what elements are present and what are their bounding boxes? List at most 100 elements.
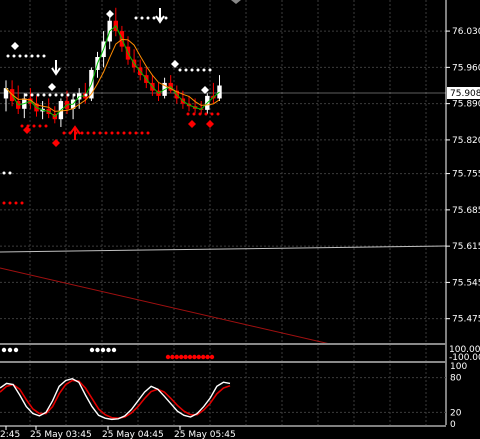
resistance-dot: [42, 93, 46, 97]
resistance-dot: [24, 54, 28, 58]
support-dot: [204, 112, 208, 116]
signal-diamond-icon: [52, 139, 60, 147]
resistance-dot: [42, 54, 46, 58]
support-dot: [86, 131, 90, 135]
support-dot: [62, 131, 66, 135]
signal-diamond-icon: [206, 120, 214, 128]
signal-dot: [205, 354, 210, 360]
price-tick-label: 75.755: [452, 170, 480, 180]
time-tick-label: 25 May 05:45: [174, 430, 236, 439]
indicator-panes: 100.00-100.00100 80 20 0: [0, 343, 480, 430]
resistance-dot: [140, 16, 144, 20]
signal-dot: [100, 347, 106, 353]
resistance-dot: [6, 54, 10, 58]
signal-dot: [89, 347, 95, 353]
support-dot: [14, 201, 18, 205]
current-price-bg: [447, 87, 480, 99]
stoch-main-line: [0, 378, 231, 421]
resistance-dot: [66, 93, 70, 97]
resistance-dot: [190, 68, 194, 72]
resistance-dot: [164, 16, 168, 20]
signal-dot: [106, 347, 111, 353]
price-tick-label: 75.615: [452, 242, 480, 252]
resistance-dot: [18, 54, 22, 58]
resistance-dot: [146, 16, 150, 20]
signal-dot: [95, 347, 100, 353]
current-price-box: 75.908: [447, 87, 480, 99]
signal-dot: [13, 347, 19, 353]
resistance-dot: [24, 93, 28, 97]
stoch-tick-label: 80: [450, 374, 462, 384]
resistance-dot: [2, 171, 6, 175]
ma-fast-line: [5, 25, 220, 118]
cci-tick-label: 100.00: [449, 345, 480, 355]
price-tick-label: 75.475: [452, 315, 480, 325]
resistance-dot: [152, 16, 156, 20]
resistance-dot: [8, 171, 12, 175]
resistance-dot: [30, 54, 34, 58]
time-tick-label: 25 May 03:45: [30, 430, 92, 439]
cci-tick-label: -100.00: [449, 353, 480, 363]
support-dot: [192, 112, 196, 116]
signal-dot: [187, 354, 193, 360]
signal-diamond-icon: [188, 120, 196, 128]
signal-dot: [196, 354, 201, 360]
candle-body: [3, 88, 9, 99]
support-dot: [20, 124, 24, 128]
support-dot: [20, 201, 24, 205]
resistance-dot: [78, 93, 82, 97]
signal-dot: [174, 354, 179, 360]
price-tick-label: 75.960: [452, 63, 480, 73]
support-dot: [104, 131, 108, 135]
support-dot: [116, 131, 120, 135]
signal-dot: [179, 354, 184, 360]
stoch-tick-label: 0: [450, 420, 456, 430]
support-dot: [92, 131, 96, 135]
price-axis[interactable]: 76.030 75.960 75.890 75.820 75.755 75.685 75.6…: [445, 0, 480, 425]
resistance-dot: [36, 93, 40, 97]
signal-dot: [183, 354, 188, 360]
buy-arrow-icon: [69, 125, 81, 140]
stoch-signal-line: [0, 379, 231, 420]
support-dot: [146, 131, 150, 135]
resistance-dot: [12, 54, 16, 58]
grid: [0, 0, 446, 425]
support-dot: [216, 112, 220, 116]
support-dot: [186, 112, 190, 116]
indicator-overlays: [5, 25, 220, 118]
price-tick-label: 75.890: [452, 100, 480, 110]
resistance-dot: [184, 68, 188, 72]
signal-dot: [111, 347, 117, 353]
signal-diamond-icon: [106, 10, 114, 18]
time-tick-label: 2:45: [0, 430, 20, 439]
signal-diamond-icon: [201, 86, 209, 94]
resistance-dot: [134, 16, 138, 20]
signal-dot: [170, 354, 175, 360]
support-dot: [140, 131, 144, 135]
time-axis[interactable]: 2:45 25 May 03:45 25 May 04:45 25 May 05:45: [0, 425, 446, 439]
price-tick-label: 75.820: [452, 136, 480, 146]
support-dot: [44, 124, 48, 128]
resistance-dot: [196, 68, 200, 72]
signal-dot: [7, 347, 13, 353]
support-dot: [128, 131, 132, 135]
support-dot: [122, 131, 126, 135]
price-tick-label: 76.030: [452, 27, 480, 37]
trend-line-red: [0, 267, 331, 345]
signal-dot: [201, 354, 206, 360]
signal-diamond-icon: [171, 60, 179, 68]
current-price-label: 75.908: [450, 89, 480, 99]
resistance-dot: [36, 54, 40, 58]
support-dot: [98, 131, 102, 135]
signal-dot: [209, 354, 215, 360]
signal-diamond-icon: [11, 42, 19, 50]
support-dot: [134, 131, 138, 135]
signal-diamond-icon: [23, 126, 31, 134]
resistance-dot: [72, 93, 76, 97]
signal-dot: [192, 354, 197, 360]
trend-lines: [0, 92, 447, 345]
time-tick-label: 25 May 04:45: [102, 430, 164, 439]
support-dot: [8, 201, 12, 205]
